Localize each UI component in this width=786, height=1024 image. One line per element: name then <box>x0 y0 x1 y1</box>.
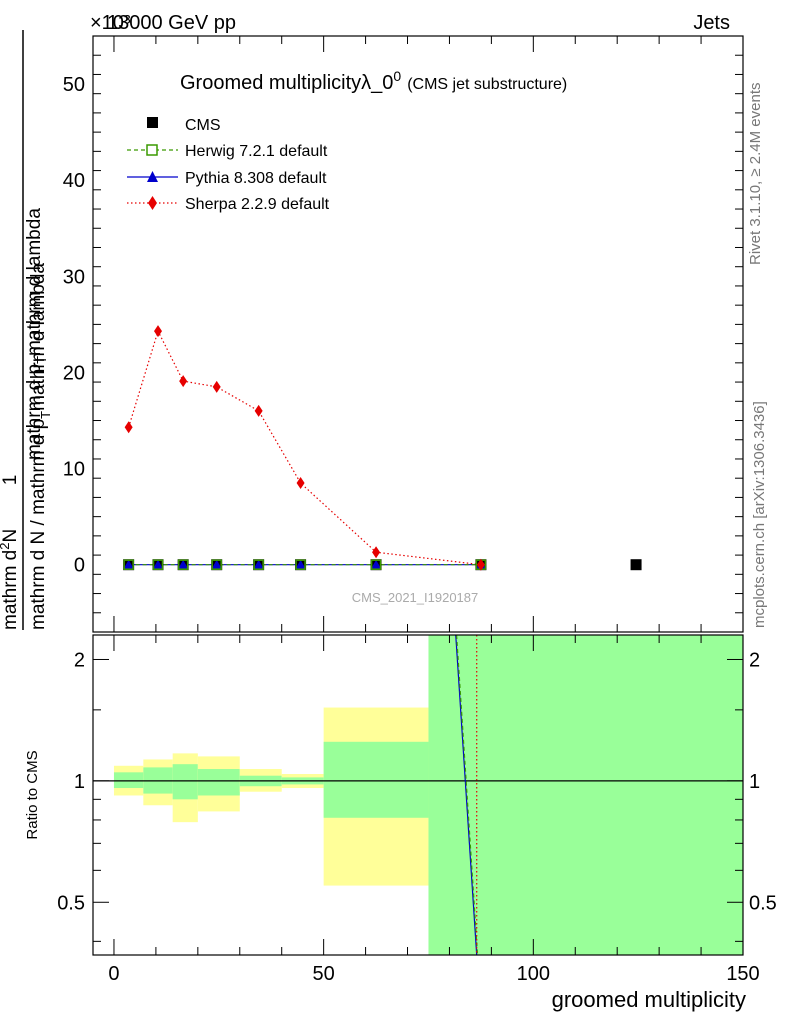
data-point-triangle <box>295 559 306 569</box>
main-y-tick-label: 50 <box>63 74 85 96</box>
chart-title: Groomed multiplicityλ_00 (CMS jet substru… <box>180 68 567 94</box>
data-point-open-square <box>211 559 222 570</box>
main-y-tick-label: 20 <box>63 362 85 384</box>
data-point-diamond <box>296 477 305 489</box>
ratio-y-tick-label-right: 1 <box>749 771 760 793</box>
ratio-bands <box>113 635 743 955</box>
rivet-label: Rivet 3.1.10, ≥ 2.4M events <box>747 83 764 266</box>
data-point-open-square <box>152 559 164 570</box>
legend-label-sherpa: Sherpa 2.2.9 default <box>185 196 330 213</box>
data-point-triangle <box>178 559 189 569</box>
exponent-label: ×10³ <box>90 12 131 34</box>
ratio-y-tick-label-right: 0.5 <box>749 892 777 914</box>
main-y-tick-label: 0 <box>74 555 85 577</box>
ratio-band-inner <box>113 772 144 789</box>
ratio-band-inner <box>172 764 198 800</box>
ratio-band-inner <box>197 769 240 796</box>
data-point-diamond <box>154 325 162 338</box>
data-point-open-square <box>177 559 189 570</box>
data-point-triangle <box>253 559 264 569</box>
legend-marker-cms <box>147 117 158 128</box>
main-series <box>123 325 642 571</box>
legend-marker-pythia <box>147 171 158 182</box>
ratio-y-tick-label-left: 1 <box>74 771 85 793</box>
ratio-frame <box>92 634 744 956</box>
ratio-line-0 <box>455 634 478 956</box>
beam-label: 13000 GeV pp <box>107 12 236 34</box>
ratio-band-inner <box>323 741 429 818</box>
main-y-tick-label: 30 <box>63 266 85 288</box>
ratio-axes: 0.5 0.5 1 1 2 2 0 50 100 150 <box>57 634 777 985</box>
legend-marker-herwig <box>146 144 158 156</box>
ratio-band-inner <box>428 635 743 955</box>
x-tick-label: 0 <box>108 963 119 985</box>
main-y-tick-label: 40 <box>63 170 85 192</box>
data-point-diamond <box>254 404 263 417</box>
data-point-open-square <box>253 559 264 570</box>
data-point-square <box>630 559 642 571</box>
data-point-diamond <box>372 546 381 559</box>
analysis-watermark: CMS_2021_I1920187 <box>352 590 479 605</box>
ratio-series <box>93 634 743 956</box>
process-label: Jets <box>693 12 730 34</box>
ratio-y-tick-label-left: 0.5 <box>57 892 85 914</box>
data-point-triangle <box>211 559 222 569</box>
main-axes: 0 10 20 30 40 50 <box>63 35 744 633</box>
ratio-y-tick-label-right: 2 <box>749 649 760 671</box>
title-subtitle: (CMS jet substructure) <box>407 76 567 93</box>
series-line-3 <box>128 329 481 566</box>
legend-label-herwig: Herwig 7.2.1 default <box>185 143 328 160</box>
ylabel-numerator: mathrm d2N <box>0 529 21 630</box>
data-point-diamond <box>476 558 485 571</box>
legend-label-pythia: Pythia 8.308 default <box>185 170 327 187</box>
ylabel-bottom: mathrm d N / mathrm d pTmathrm d lambda <box>28 263 53 630</box>
data-point-diamond <box>212 380 221 393</box>
ylabel-middle: mathrm d pTmathrm d lambda <box>24 208 49 460</box>
main-frame <box>92 35 744 633</box>
data-point-triangle <box>153 559 163 569</box>
data-point-triangle <box>371 559 382 569</box>
legend: CMS Herwig 7.2.1 default Pythia 8.308 de… <box>127 117 330 213</box>
ylabel-top: 1 <box>0 475 21 486</box>
mcplots-label: mcplots.cern.ch [arXiv:1306.3436] <box>751 401 768 628</box>
y-axis-label-main: mathrm d2N mathrm d pTmathrm d lambda 1 … <box>0 30 53 630</box>
x-tick-label: 150 <box>726 963 759 985</box>
data-point-triangle <box>123 559 134 569</box>
x-tick-label: 100 <box>517 963 550 985</box>
ratio-y-tick-label-left: 2 <box>74 649 85 671</box>
data-point-open-square <box>295 559 306 570</box>
data-point-diamond <box>124 421 133 434</box>
main-y-tick-label: 10 <box>63 459 85 481</box>
title-main: Groomed multiplicityλ_0 <box>180 72 393 94</box>
legend-marker-sherpa <box>148 196 157 210</box>
x-tick-label: 50 <box>313 963 335 985</box>
ratio-y-label: Ratio to CMS <box>24 750 41 839</box>
ratio-line-1 <box>455 634 479 956</box>
data-point-diamond <box>179 375 188 388</box>
data-point-open-square <box>370 559 382 570</box>
data-point-open-square <box>123 559 134 570</box>
title-sup: 0 <box>393 68 401 84</box>
legend-label-cms: CMS <box>185 117 221 134</box>
x-axis-label: groomed multiplicity <box>552 987 746 1012</box>
